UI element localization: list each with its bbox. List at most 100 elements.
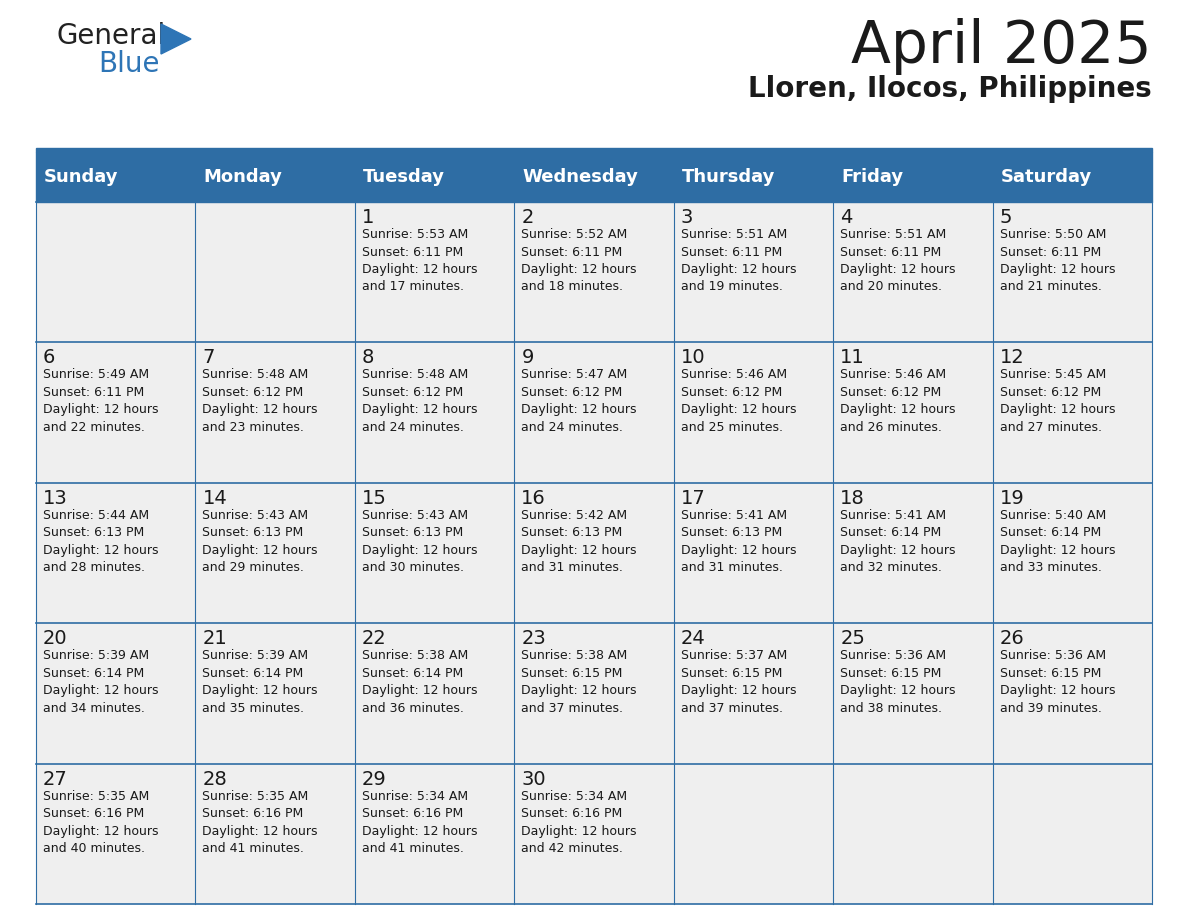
- Text: Sunrise: 5:51 AM
Sunset: 6:11 PM
Daylight: 12 hours
and 19 minutes.: Sunrise: 5:51 AM Sunset: 6:11 PM Dayligh…: [681, 228, 796, 294]
- Bar: [674, 483, 833, 623]
- Bar: [355, 342, 514, 483]
- Bar: [992, 202, 1152, 342]
- Text: Wednesday: Wednesday: [523, 168, 638, 186]
- Text: Sunrise: 5:43 AM
Sunset: 6:13 PM
Daylight: 12 hours
and 29 minutes.: Sunrise: 5:43 AM Sunset: 6:13 PM Dayligh…: [202, 509, 318, 575]
- Text: Thursday: Thursday: [682, 168, 775, 186]
- Text: Monday: Monday: [203, 168, 283, 186]
- Text: Sunrise: 5:35 AM
Sunset: 6:16 PM
Daylight: 12 hours
and 41 minutes.: Sunrise: 5:35 AM Sunset: 6:16 PM Dayligh…: [202, 789, 318, 855]
- Text: Sunrise: 5:39 AM
Sunset: 6:14 PM
Daylight: 12 hours
and 34 minutes.: Sunrise: 5:39 AM Sunset: 6:14 PM Dayligh…: [43, 649, 158, 715]
- Text: Sunrise: 5:34 AM
Sunset: 6:16 PM
Daylight: 12 hours
and 42 minutes.: Sunrise: 5:34 AM Sunset: 6:16 PM Dayligh…: [522, 789, 637, 855]
- Bar: [36, 152, 1152, 202]
- Bar: [196, 342, 355, 483]
- Text: Sunrise: 5:50 AM
Sunset: 6:11 PM
Daylight: 12 hours
and 21 minutes.: Sunrise: 5:50 AM Sunset: 6:11 PM Dayligh…: [999, 228, 1116, 294]
- Text: 29: 29: [362, 769, 386, 789]
- Bar: [833, 342, 992, 483]
- Text: Sunrise: 5:45 AM
Sunset: 6:12 PM
Daylight: 12 hours
and 27 minutes.: Sunrise: 5:45 AM Sunset: 6:12 PM Dayligh…: [999, 368, 1116, 434]
- Text: 15: 15: [362, 488, 387, 508]
- Text: 19: 19: [999, 488, 1024, 508]
- Text: Sunrise: 5:49 AM
Sunset: 6:11 PM
Daylight: 12 hours
and 22 minutes.: Sunrise: 5:49 AM Sunset: 6:11 PM Dayligh…: [43, 368, 158, 434]
- Text: Tuesday: Tuesday: [362, 168, 444, 186]
- Bar: [36, 342, 196, 483]
- Text: 11: 11: [840, 349, 865, 367]
- Text: 26: 26: [999, 629, 1024, 648]
- Text: 25: 25: [840, 629, 865, 648]
- Text: Friday: Friday: [841, 168, 903, 186]
- Bar: [833, 202, 992, 342]
- Text: 4: 4: [840, 208, 853, 227]
- Bar: [992, 764, 1152, 904]
- Bar: [992, 483, 1152, 623]
- Text: Sunrise: 5:36 AM
Sunset: 6:15 PM
Daylight: 12 hours
and 39 minutes.: Sunrise: 5:36 AM Sunset: 6:15 PM Dayligh…: [999, 649, 1116, 715]
- Bar: [992, 623, 1152, 764]
- Text: Sunrise: 5:53 AM
Sunset: 6:11 PM
Daylight: 12 hours
and 17 minutes.: Sunrise: 5:53 AM Sunset: 6:11 PM Dayligh…: [362, 228, 478, 294]
- Bar: [674, 623, 833, 764]
- Text: 17: 17: [681, 488, 706, 508]
- Text: Sunrise: 5:47 AM
Sunset: 6:12 PM
Daylight: 12 hours
and 24 minutes.: Sunrise: 5:47 AM Sunset: 6:12 PM Dayligh…: [522, 368, 637, 434]
- Text: Sunday: Sunday: [44, 168, 119, 186]
- Text: Sunrise: 5:41 AM
Sunset: 6:13 PM
Daylight: 12 hours
and 31 minutes.: Sunrise: 5:41 AM Sunset: 6:13 PM Dayligh…: [681, 509, 796, 575]
- Bar: [514, 483, 674, 623]
- Text: Sunrise: 5:43 AM
Sunset: 6:13 PM
Daylight: 12 hours
and 30 minutes.: Sunrise: 5:43 AM Sunset: 6:13 PM Dayligh…: [362, 509, 478, 575]
- Text: Sunrise: 5:37 AM
Sunset: 6:15 PM
Daylight: 12 hours
and 37 minutes.: Sunrise: 5:37 AM Sunset: 6:15 PM Dayligh…: [681, 649, 796, 715]
- Bar: [196, 483, 355, 623]
- Text: 22: 22: [362, 629, 386, 648]
- Bar: [36, 764, 196, 904]
- Bar: [674, 342, 833, 483]
- Text: Sunrise: 5:36 AM
Sunset: 6:15 PM
Daylight: 12 hours
and 38 minutes.: Sunrise: 5:36 AM Sunset: 6:15 PM Dayligh…: [840, 649, 955, 715]
- Text: 23: 23: [522, 629, 546, 648]
- Text: Sunrise: 5:40 AM
Sunset: 6:14 PM
Daylight: 12 hours
and 33 minutes.: Sunrise: 5:40 AM Sunset: 6:14 PM Dayligh…: [999, 509, 1116, 575]
- Text: 2: 2: [522, 208, 533, 227]
- Text: 7: 7: [202, 349, 215, 367]
- Text: Sunrise: 5:48 AM
Sunset: 6:12 PM
Daylight: 12 hours
and 23 minutes.: Sunrise: 5:48 AM Sunset: 6:12 PM Dayligh…: [202, 368, 318, 434]
- Text: 18: 18: [840, 488, 865, 508]
- Bar: [674, 202, 833, 342]
- Text: Sunrise: 5:48 AM
Sunset: 6:12 PM
Daylight: 12 hours
and 24 minutes.: Sunrise: 5:48 AM Sunset: 6:12 PM Dayligh…: [362, 368, 478, 434]
- Bar: [355, 764, 514, 904]
- Bar: [833, 483, 992, 623]
- Text: Sunrise: 5:34 AM
Sunset: 6:16 PM
Daylight: 12 hours
and 41 minutes.: Sunrise: 5:34 AM Sunset: 6:16 PM Dayligh…: [362, 789, 478, 855]
- Bar: [992, 342, 1152, 483]
- Text: 5: 5: [999, 208, 1012, 227]
- Bar: [36, 202, 196, 342]
- Text: Lloren, Ilocos, Philippines: Lloren, Ilocos, Philippines: [748, 75, 1152, 103]
- Text: 20: 20: [43, 629, 68, 648]
- Text: 13: 13: [43, 488, 68, 508]
- Text: Sunrise: 5:38 AM
Sunset: 6:15 PM
Daylight: 12 hours
and 37 minutes.: Sunrise: 5:38 AM Sunset: 6:15 PM Dayligh…: [522, 649, 637, 715]
- Bar: [196, 764, 355, 904]
- Text: 14: 14: [202, 488, 227, 508]
- Text: Sunrise: 5:42 AM
Sunset: 6:13 PM
Daylight: 12 hours
and 31 minutes.: Sunrise: 5:42 AM Sunset: 6:13 PM Dayligh…: [522, 509, 637, 575]
- Bar: [355, 202, 514, 342]
- Text: 8: 8: [362, 349, 374, 367]
- Text: Saturday: Saturday: [1000, 168, 1092, 186]
- Bar: [514, 202, 674, 342]
- Bar: [355, 483, 514, 623]
- Text: 3: 3: [681, 208, 693, 227]
- Text: 21: 21: [202, 629, 227, 648]
- Bar: [36, 483, 196, 623]
- Text: Sunrise: 5:51 AM
Sunset: 6:11 PM
Daylight: 12 hours
and 20 minutes.: Sunrise: 5:51 AM Sunset: 6:11 PM Dayligh…: [840, 228, 955, 294]
- Bar: [514, 623, 674, 764]
- Text: 12: 12: [999, 349, 1024, 367]
- Bar: [196, 202, 355, 342]
- Text: Sunrise: 5:39 AM
Sunset: 6:14 PM
Daylight: 12 hours
and 35 minutes.: Sunrise: 5:39 AM Sunset: 6:14 PM Dayligh…: [202, 649, 318, 715]
- Bar: [833, 764, 992, 904]
- Text: Sunrise: 5:46 AM
Sunset: 6:12 PM
Daylight: 12 hours
and 25 minutes.: Sunrise: 5:46 AM Sunset: 6:12 PM Dayligh…: [681, 368, 796, 434]
- Text: 9: 9: [522, 349, 533, 367]
- Text: Sunrise: 5:44 AM
Sunset: 6:13 PM
Daylight: 12 hours
and 28 minutes.: Sunrise: 5:44 AM Sunset: 6:13 PM Dayligh…: [43, 509, 158, 575]
- Text: Sunrise: 5:38 AM
Sunset: 6:14 PM
Daylight: 12 hours
and 36 minutes.: Sunrise: 5:38 AM Sunset: 6:14 PM Dayligh…: [362, 649, 478, 715]
- Text: 24: 24: [681, 629, 706, 648]
- Text: 28: 28: [202, 769, 227, 789]
- Text: April 2025: April 2025: [852, 18, 1152, 75]
- Text: Sunrise: 5:52 AM
Sunset: 6:11 PM
Daylight: 12 hours
and 18 minutes.: Sunrise: 5:52 AM Sunset: 6:11 PM Dayligh…: [522, 228, 637, 294]
- Bar: [833, 623, 992, 764]
- Text: 16: 16: [522, 488, 546, 508]
- Bar: [36, 623, 196, 764]
- Bar: [514, 764, 674, 904]
- Text: 27: 27: [43, 769, 68, 789]
- Bar: [514, 342, 674, 483]
- Polygon shape: [162, 24, 191, 54]
- Bar: [674, 764, 833, 904]
- Bar: [196, 623, 355, 764]
- Text: 30: 30: [522, 769, 546, 789]
- Text: Sunrise: 5:35 AM
Sunset: 6:16 PM
Daylight: 12 hours
and 40 minutes.: Sunrise: 5:35 AM Sunset: 6:16 PM Dayligh…: [43, 789, 158, 855]
